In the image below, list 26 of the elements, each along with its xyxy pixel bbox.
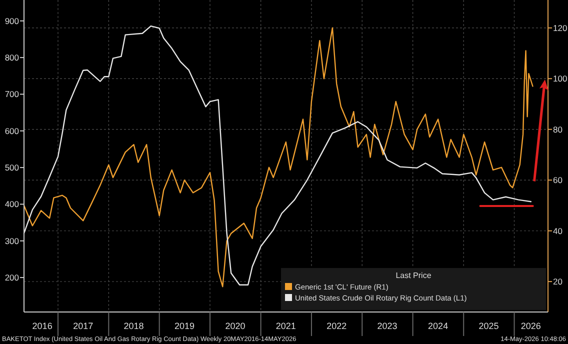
y2-tick-label: 20 [553,276,563,287]
legend-title: Last Price [396,271,432,280]
x-tick-label: 2016 [32,321,52,331]
x-tick-label: 2017 [73,321,94,331]
x-tick-label: 2025 [478,321,499,331]
y2-tick-label: 40 [553,226,563,236]
x-tick-label: 2023 [377,321,398,331]
y2-tick-label: 60 [553,175,563,186]
y-tick-label: 900 [4,16,20,26]
x-tick-label: 2021 [276,321,296,331]
y-tick-label: 700 [4,89,20,100]
y-tick-label: 400 [4,199,20,210]
y2-tick-label: 100 [553,74,568,84]
y2-tick-label: 80 [553,124,563,134]
y-tick-label: 500 [4,162,20,173]
y-tick-label: 200 [4,272,20,283]
x-tick-label: 2020 [225,321,246,331]
x-tick-label: 2026 [520,321,541,331]
x-tick-label: 2019 [174,321,194,331]
y-tick-label: 800 [4,52,20,63]
x-tick-label: 2018 [124,321,144,331]
y-tick-label: 600 [4,126,20,136]
y-tick-label: 300 [4,236,20,246]
x-tick-label: 2022 [326,321,347,331]
x-tick-label: 2024 [428,321,448,331]
y2-tick-label: 120 [553,22,568,33]
